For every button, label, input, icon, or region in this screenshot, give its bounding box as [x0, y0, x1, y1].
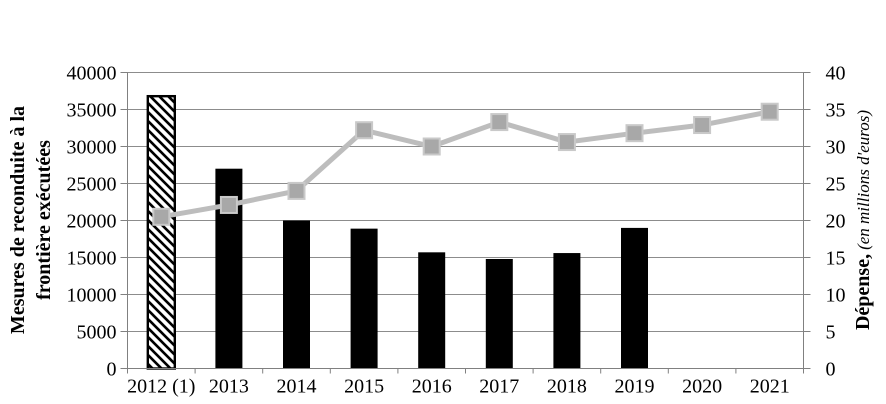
left-tick-label-5000: 5000: [77, 322, 117, 344]
x-label-2019: 2019: [615, 376, 655, 398]
x-label-2015: 2015: [344, 376, 384, 398]
left-tick-label-30000: 30000: [67, 137, 117, 159]
x-label-2013: 2013: [209, 376, 249, 398]
bar-2017: [485, 258, 513, 369]
right-axis-title-main: Dépense,: [852, 253, 874, 331]
right-tick-label-10: 10: [826, 285, 846, 307]
marker-2013: [219, 195, 238, 214]
bar-2012: [146, 94, 177, 370]
spending-line: [160, 109, 771, 220]
right-axis-title: Dépense, (en millions d'euros): [852, 52, 880, 388]
right-tick-label-35: 35: [826, 100, 846, 122]
left-axis-title-line2: frontière exécutées: [33, 140, 55, 300]
left-tick-label-20000: 20000: [67, 211, 117, 233]
x-label-2018: 2018: [547, 376, 587, 398]
left-tick-label-0: 0: [107, 359, 117, 381]
bar-2019: [621, 227, 648, 369]
x-label-2021: 2021: [750, 376, 790, 398]
right-axis-title-unit: (en millions d'euros): [854, 109, 873, 250]
marker-2012: [152, 207, 171, 226]
left-tick-label-35000: 35000: [67, 100, 117, 122]
marker-2015: [355, 121, 374, 140]
left-axis-title-line1: Mesures de reconduite à la: [7, 105, 29, 335]
left-axis-title: Mesures de reconduite à la frontière exé…: [5, 50, 61, 390]
right-tick-label-0: 0: [826, 359, 836, 381]
marker-2018: [557, 133, 576, 152]
left-tick-label-10000: 10000: [67, 285, 117, 307]
left-tick-label-40000: 40000: [67, 63, 117, 85]
marker-2017: [490, 113, 509, 132]
bar-2014: [283, 220, 310, 369]
bar-2015: [350, 228, 378, 369]
right-tick-label-20: 20: [826, 211, 846, 233]
right-tick-label-5: 5: [826, 322, 836, 344]
right-tick-label-40: 40: [826, 63, 846, 85]
marker-2019: [625, 124, 644, 143]
x-label-2017: 2017: [479, 376, 519, 398]
marker-2020: [693, 116, 712, 135]
x-label-2014: 2014: [277, 376, 317, 398]
x-label-2012: 2012 (1): [127, 376, 195, 398]
x-label-2016: 2016: [412, 376, 452, 398]
right-tick-label-15: 15: [826, 248, 846, 270]
bar-2016: [418, 252, 446, 369]
left-tick-label-15000: 15000: [67, 248, 117, 270]
x-label-2020: 2020: [682, 376, 722, 398]
left-tick-label-25000: 25000: [67, 174, 117, 196]
marker-2014: [287, 181, 306, 200]
bar-2018: [553, 253, 581, 369]
right-tick-label-30: 30: [826, 137, 846, 159]
marker-2021: [760, 102, 779, 121]
marker-2016: [422, 137, 441, 156]
right-tick-label-25: 25: [826, 174, 846, 196]
